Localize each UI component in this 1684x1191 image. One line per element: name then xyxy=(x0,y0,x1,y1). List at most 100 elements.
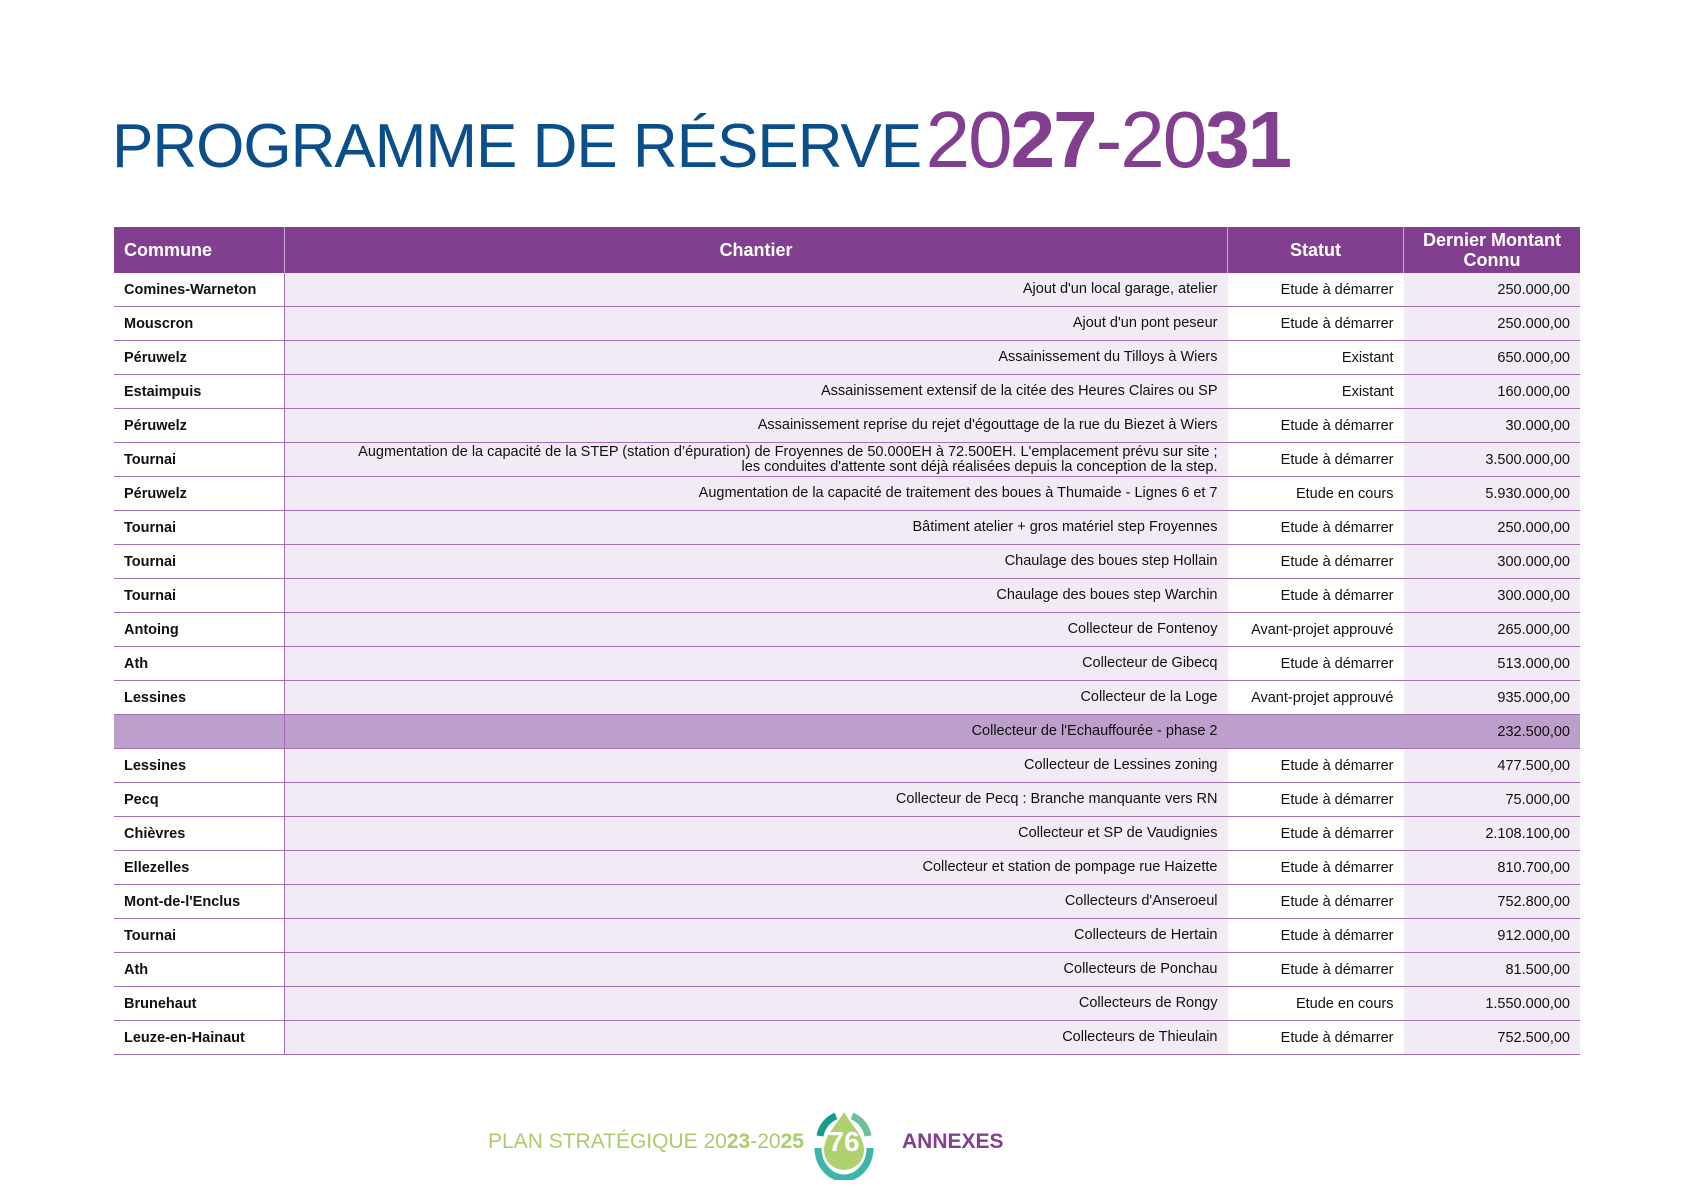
cell-montant: 935.000,00 xyxy=(1403,680,1580,715)
cell-statut: Etude à démarrer xyxy=(1227,918,1404,953)
table-row: Péruwelz Augmentation de la capacité de t… xyxy=(114,476,1580,511)
montant-text: 935.000,00 xyxy=(1497,689,1570,706)
chantier-text: Collecteur de Fontenoy xyxy=(1067,621,1218,637)
statut-text: Etude à démarrer xyxy=(1280,553,1394,570)
montant-text: 752.500,00 xyxy=(1497,1029,1570,1046)
chantier-text: Ajout d'un pont peseur xyxy=(1072,315,1218,331)
cell-chantier: Collecteur de Pecq : Branche manquante v… xyxy=(284,782,1228,817)
commune-text: Antoing xyxy=(124,621,179,638)
reserve-program-table: Commune Chantier Statut Dernier Montant … xyxy=(114,227,1580,1055)
cell-montant: 250.000,00 xyxy=(1403,273,1580,307)
page-footer: PLAN STRATÉGIQUE 2023-2025 76 ANNEXES xyxy=(0,1108,1684,1180)
table-row: Pecq Collecteur de Pecq : Branche manquan… xyxy=(114,782,1580,817)
table-row: Ellezelles Collecteur et station de pompa… xyxy=(114,850,1580,885)
cell-statut: Etude à démarrer xyxy=(1227,306,1404,341)
chantier-text: Collecteurs de Ponchau xyxy=(1063,961,1218,977)
table-row: Tournai Augmentation de la capacité de la… xyxy=(114,442,1580,477)
cell-montant: 650.000,00 xyxy=(1403,340,1580,375)
montant-text: 160.000,00 xyxy=(1497,383,1570,400)
cell-montant: 232.500,00 xyxy=(1403,714,1580,749)
cell-statut: Avant-projet approuvé xyxy=(1227,680,1404,715)
cell-chantier: Collecteur de la Loge xyxy=(284,680,1228,715)
table-row: Tournai Bâtiment atelier + gros matériel … xyxy=(114,510,1580,545)
montant-text: 232.500,00 xyxy=(1497,723,1570,740)
chantier-text-line2: les conduites d'attente sont déjà réalis… xyxy=(741,458,1218,475)
cell-commune: Tournai xyxy=(114,442,285,477)
montant-text: 810.700,00 xyxy=(1497,859,1570,876)
table-row: Comines-Warneton Ajout d'un local garage,… xyxy=(114,273,1580,307)
cell-chantier: Collecteur de Lessines zoning xyxy=(284,748,1228,783)
cell-commune xyxy=(114,714,285,749)
chantier-text: Augmentation de la capacité de la STEP (… xyxy=(358,443,1218,460)
cell-commune: Péruwelz xyxy=(114,340,285,375)
cell-montant: 300.000,00 xyxy=(1403,578,1580,613)
cell-statut: Etude à démarrer xyxy=(1227,273,1404,307)
commune-text: Tournai xyxy=(124,927,177,944)
cell-commune: Lessines xyxy=(114,680,285,715)
footer-section: ANNEXES xyxy=(902,1130,1004,1153)
statut-text: Etude à démarrer xyxy=(1280,587,1394,604)
cell-statut: Etude à démarrer xyxy=(1227,816,1404,851)
title-years: 2027-2031 xyxy=(926,95,1293,184)
cell-chantier: Chaulage des boues step Warchin xyxy=(284,578,1228,613)
commune-text: Comines-Warneton xyxy=(124,281,257,298)
cell-chantier: Collecteurs de Hertain xyxy=(284,918,1228,953)
montant-text: 250.000,00 xyxy=(1497,519,1570,536)
montant-text: 752.800,00 xyxy=(1497,893,1570,910)
statut-text: Etude à démarrer xyxy=(1280,519,1394,536)
chantier-text: Collecteurs de Rongy xyxy=(1078,995,1218,1011)
chantier-text: Collecteur de l'Echauffourée - phase 2 xyxy=(971,723,1218,739)
montant-text: 265.000,00 xyxy=(1497,621,1570,638)
montant-text: 300.000,00 xyxy=(1497,587,1570,604)
cell-statut: Etude à démarrer xyxy=(1227,748,1404,783)
year-end-light: 20 xyxy=(1120,95,1207,184)
cell-chantier: Collecteur de Gibecq xyxy=(284,646,1228,681)
table-row: Mont-de-l'Enclus Collecteurs d'Anseroeul E… xyxy=(114,884,1580,919)
cell-montant: 300.000,00 xyxy=(1403,544,1580,579)
commune-text: Mouscron xyxy=(124,315,194,332)
commune-text: Péruwelz xyxy=(124,485,187,502)
statut-text: Etude à démarrer xyxy=(1280,791,1394,808)
cell-commune: Ath xyxy=(114,646,285,681)
statut-text: Etude à démarrer xyxy=(1280,825,1394,842)
table-row: Péruwelz Assainissement reprise du rejet … xyxy=(114,408,1580,443)
cell-commune: Comines-Warneton xyxy=(114,273,285,307)
cell-chantier: Bâtiment atelier + gros matériel step Fr… xyxy=(284,510,1228,545)
table-row: Collecteur de l'Echauffourée - phase 2 23… xyxy=(114,714,1580,749)
cell-montant: 5.930.000,00 xyxy=(1403,476,1580,511)
cell-montant: 752.800,00 xyxy=(1403,884,1580,919)
statut-text: Etude à démarrer xyxy=(1280,451,1394,468)
montant-text: 2.108.100,00 xyxy=(1485,825,1570,842)
table-body: Comines-Warneton Ajout d'un local garage,… xyxy=(114,273,1580,1055)
cell-commune: Tournai xyxy=(114,544,285,579)
chantier-text: Augmentation de la capacité de traitemen… xyxy=(698,485,1218,501)
chantier-text: Assainissement extensif de la citée des … xyxy=(820,383,1218,399)
chantier-text: Ajout d'un local garage, atelier xyxy=(1022,281,1218,297)
cell-statut: Etude à démarrer xyxy=(1227,952,1404,987)
table-row: Antoing Collecteur de Fontenoy Avant-proje… xyxy=(114,612,1580,647)
cell-chantier: Collecteur de Fontenoy xyxy=(284,612,1228,647)
cell-statut: Avant-projet approuvé xyxy=(1227,612,1404,647)
cell-montant: 1.550.000,00 xyxy=(1403,986,1580,1021)
cell-montant: 810.700,00 xyxy=(1403,850,1580,885)
cell-montant: 3.500.000,00 xyxy=(1403,442,1580,477)
table-row: Lessines Collecteur de la Loge Avant-proje… xyxy=(114,680,1580,715)
chantier-text: Bâtiment atelier + gros matériel step Fr… xyxy=(912,519,1218,535)
cell-commune: Pecq xyxy=(114,782,285,817)
cell-montant: 75.000,00 xyxy=(1403,782,1580,817)
chantier-text: Assainissement du Tilloys à Wiers xyxy=(998,349,1218,365)
montant-text: 3.500.000,00 xyxy=(1485,451,1570,468)
cell-commune: Tournai xyxy=(114,578,285,613)
commune-text: Tournai xyxy=(124,553,177,570)
montant-text: 477.500,00 xyxy=(1497,757,1570,774)
chantier-text: Collecteur de la Loge xyxy=(1080,689,1218,705)
year-dash: - xyxy=(1095,95,1123,184)
title-main: PROGRAMME DE RÉSERVE xyxy=(112,112,922,181)
statut-text: Etude à démarrer xyxy=(1280,315,1394,332)
montant-text: 650.000,00 xyxy=(1497,349,1570,366)
table-header-row: Commune Chantier Statut Dernier Montant … xyxy=(114,227,1580,273)
cell-montant: 250.000,00 xyxy=(1403,306,1580,341)
statut-text: Etude à démarrer xyxy=(1280,757,1394,774)
commune-text: Lessines xyxy=(124,757,187,774)
montant-text: 513.000,00 xyxy=(1497,655,1570,672)
